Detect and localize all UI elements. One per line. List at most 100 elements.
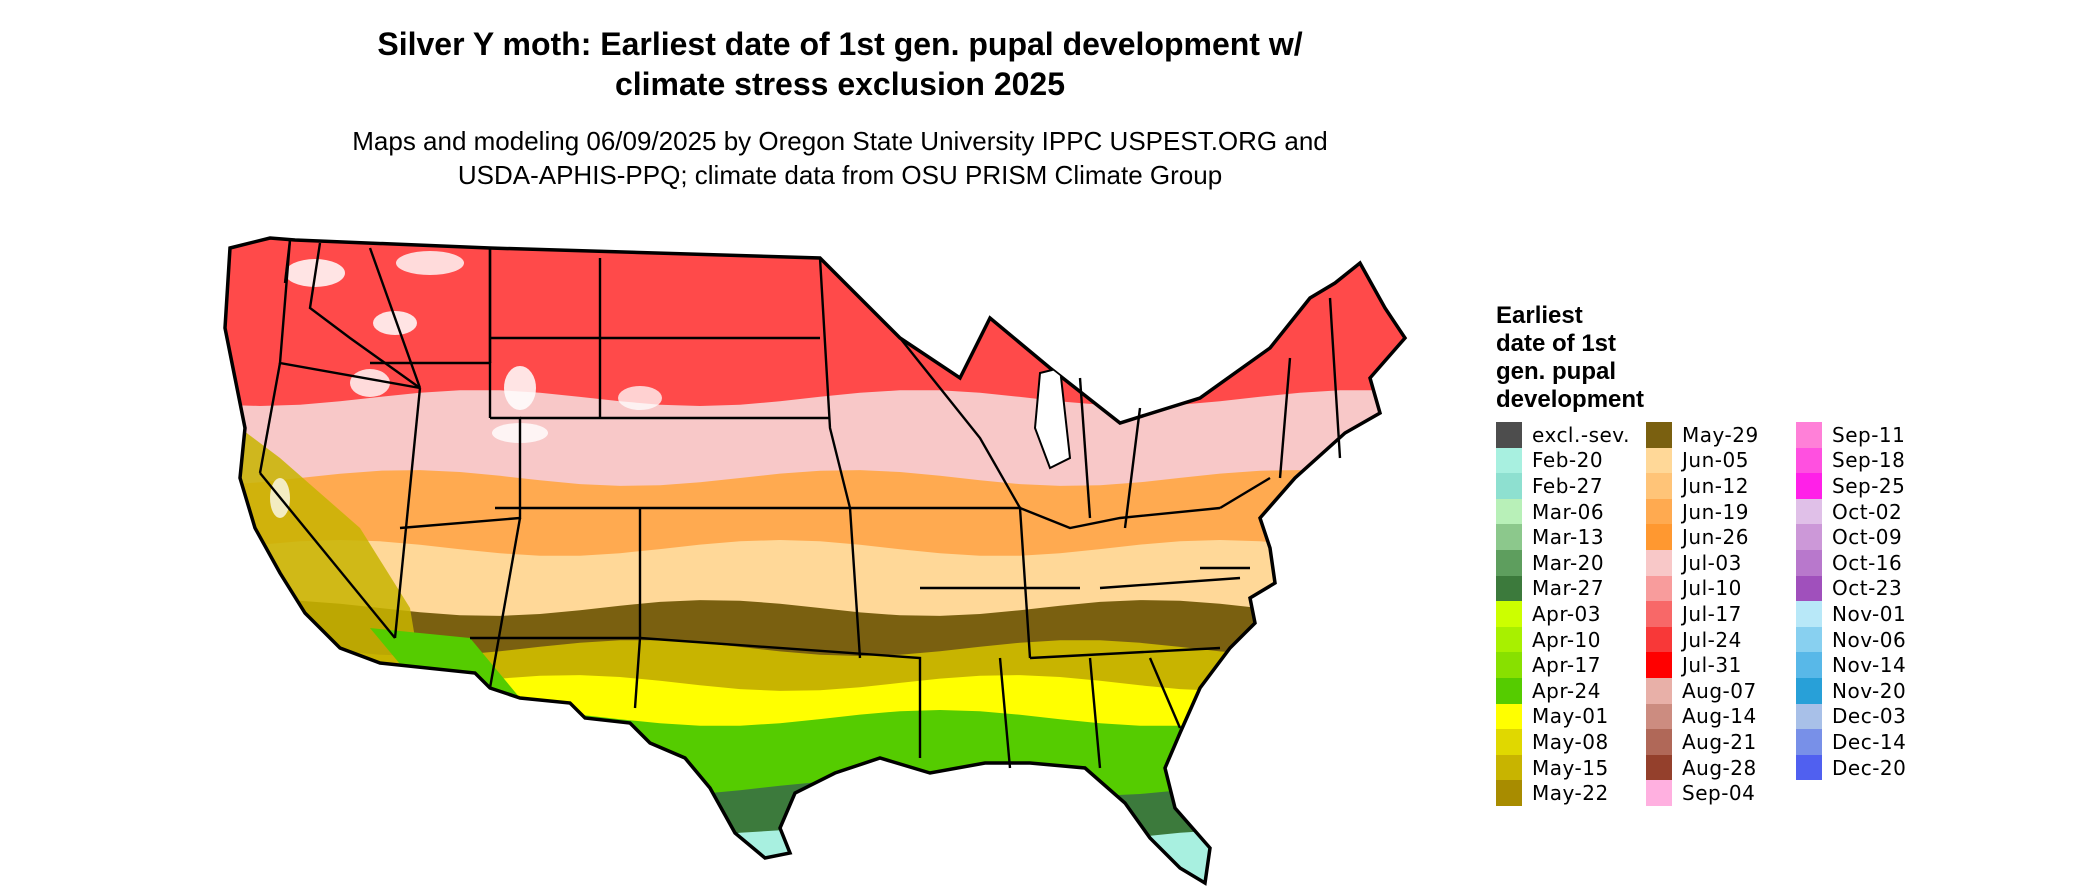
legend-swatch [1496, 754, 1522, 781]
legend-item: Jul-17 [1646, 601, 1759, 627]
legend-swatch [1646, 473, 1672, 499]
legend-item: Jun-12 [1646, 473, 1759, 499]
legend-swatch [1496, 498, 1522, 525]
legend-label: May-15 [1532, 755, 1609, 780]
legend-item: Feb-20 [1496, 447, 1630, 474]
legend-item: Mar-06 [1496, 498, 1630, 525]
legend-swatch [1796, 447, 1822, 474]
legend-label: Apr-17 [1532, 653, 1601, 678]
legend-label: Nov-14 [1832, 653, 1907, 678]
map-title-line-1: Silver Y moth: Earliest date of 1st gen.… [377, 26, 1303, 62]
legend-title-line: development [1496, 386, 1645, 413]
legend-label: Oct-09 [1832, 525, 1903, 550]
legend-label: Apr-03 [1532, 601, 1601, 626]
legend-item: Nov-01 [1796, 601, 1906, 627]
legend-swatch [1646, 780, 1672, 806]
legend-swatch [1646, 652, 1672, 678]
legend-column: Sep-11 Sep-18 Sep-25 Oct-02 Oct-09 Oct-16 Oct-… [1796, 422, 1907, 781]
legend-swatch [1496, 447, 1522, 474]
legend-item: excl.-sev. [1496, 422, 1630, 448]
legend-label: excl.-sev. [1532, 422, 1630, 447]
legend-label: Jul-17 [1682, 601, 1742, 626]
legend-label: Jul-24 [1682, 627, 1742, 652]
legend-swatch [1796, 729, 1822, 755]
legend-item: Nov-20 [1796, 677, 1906, 704]
legend-swatch [1796, 754, 1822, 781]
legend-label: Apr-10 [1532, 627, 1601, 652]
legend-label: Apr-24 [1532, 678, 1601, 703]
legend-item: Nov-14 [1796, 652, 1906, 678]
legend-item: Apr-03 [1496, 601, 1630, 627]
legend-item: Mar-13 [1496, 524, 1630, 550]
map-title: Silver Y moth: Earliest date of 1st gen.… [280, 24, 1400, 104]
date-zone [225, 710, 1405, 800]
legend-item: Oct-09 [1796, 524, 1906, 550]
legend-swatch [1646, 754, 1672, 781]
legend-swatch [1646, 729, 1672, 755]
legend-swatch [1496, 549, 1522, 576]
legend-title-line: gen. pupal [1496, 358, 1616, 385]
map-subtitle-line-1: Maps and modeling 06/09/2025 by Oregon S… [352, 126, 1328, 156]
legend-label: Aug-07 [1682, 678, 1757, 703]
legend-swatch [1646, 575, 1672, 602]
legend-item: Aug-21 [1646, 729, 1759, 755]
us-pupal-development-map [223, 236, 1408, 886]
legend-swatch [1646, 422, 1672, 448]
legend-item: Apr-24 [1496, 677, 1630, 704]
legend-item: Jul-24 [1646, 626, 1759, 653]
map-subtitle: Maps and modeling 06/09/2025 by Oregon S… [280, 124, 1400, 192]
legend-item: May-29 [1646, 422, 1759, 448]
legend-label: Dec-03 [1832, 704, 1907, 729]
legend-swatch [1496, 652, 1522, 678]
legend-label: May-01 [1532, 704, 1609, 729]
legend-item: Aug-07 [1646, 677, 1759, 704]
legend-item: Aug-14 [1646, 703, 1759, 730]
legend-swatch [1796, 652, 1822, 678]
legend-swatch [1496, 422, 1522, 448]
legend-label: Oct-16 [1832, 550, 1903, 575]
legend-swatch [1496, 626, 1522, 653]
legend-label: May-08 [1532, 729, 1609, 754]
legend-swatch [1496, 575, 1522, 602]
legend-label: Mar-13 [1532, 525, 1605, 550]
legend-label: Feb-27 [1532, 473, 1604, 498]
legend-swatch [1796, 601, 1822, 627]
legend-item: Dec-14 [1796, 729, 1906, 755]
legend-item: Aug-28 [1646, 754, 1759, 781]
legend-item: May-15 [1496, 754, 1630, 781]
legend-swatch [1646, 677, 1672, 704]
legend-swatch [1796, 498, 1822, 525]
legend-swatch [1646, 498, 1672, 525]
legend-item: Sep-11 [1796, 422, 1906, 448]
legend-label: Oct-02 [1832, 499, 1903, 524]
legend-item: Jul-10 [1646, 575, 1759, 602]
legend-item: Jul-03 [1646, 549, 1759, 576]
legend-label: May-22 [1532, 781, 1609, 806]
legend-label: Dec-20 [1832, 755, 1907, 780]
legend-item: May-01 [1496, 703, 1630, 730]
legend-swatch [1796, 524, 1822, 550]
date-zone [225, 470, 1405, 560]
legend-label: Aug-21 [1682, 729, 1757, 754]
legend-swatch [1646, 447, 1672, 474]
legend-swatch [1646, 703, 1672, 730]
legend-item: Oct-16 [1796, 549, 1906, 576]
legend-swatch [1646, 626, 1672, 653]
map-title-line-2: climate stress exclusion 2025 [614, 66, 1066, 102]
legend-label: May-29 [1682, 422, 1759, 447]
legend-label: Sep-18 [1832, 448, 1906, 473]
legend-label: Sep-11 [1832, 422, 1906, 447]
legend-item: Nov-06 [1796, 626, 1907, 653]
legend-swatch [1496, 524, 1522, 550]
legend-item: Apr-10 [1496, 626, 1630, 653]
legend-swatch [1496, 601, 1522, 627]
legend-label: Nov-06 [1832, 627, 1907, 652]
legend-label: Nov-01 [1832, 601, 1907, 626]
legend-item: May-08 [1496, 729, 1630, 755]
legend-swatch [1796, 549, 1822, 576]
legend-swatch [1496, 473, 1522, 499]
legend-swatch [1496, 677, 1522, 704]
legend-swatch [1496, 729, 1522, 755]
legend-label: Jun-05 [1682, 448, 1749, 473]
legend-swatch [1796, 473, 1822, 499]
